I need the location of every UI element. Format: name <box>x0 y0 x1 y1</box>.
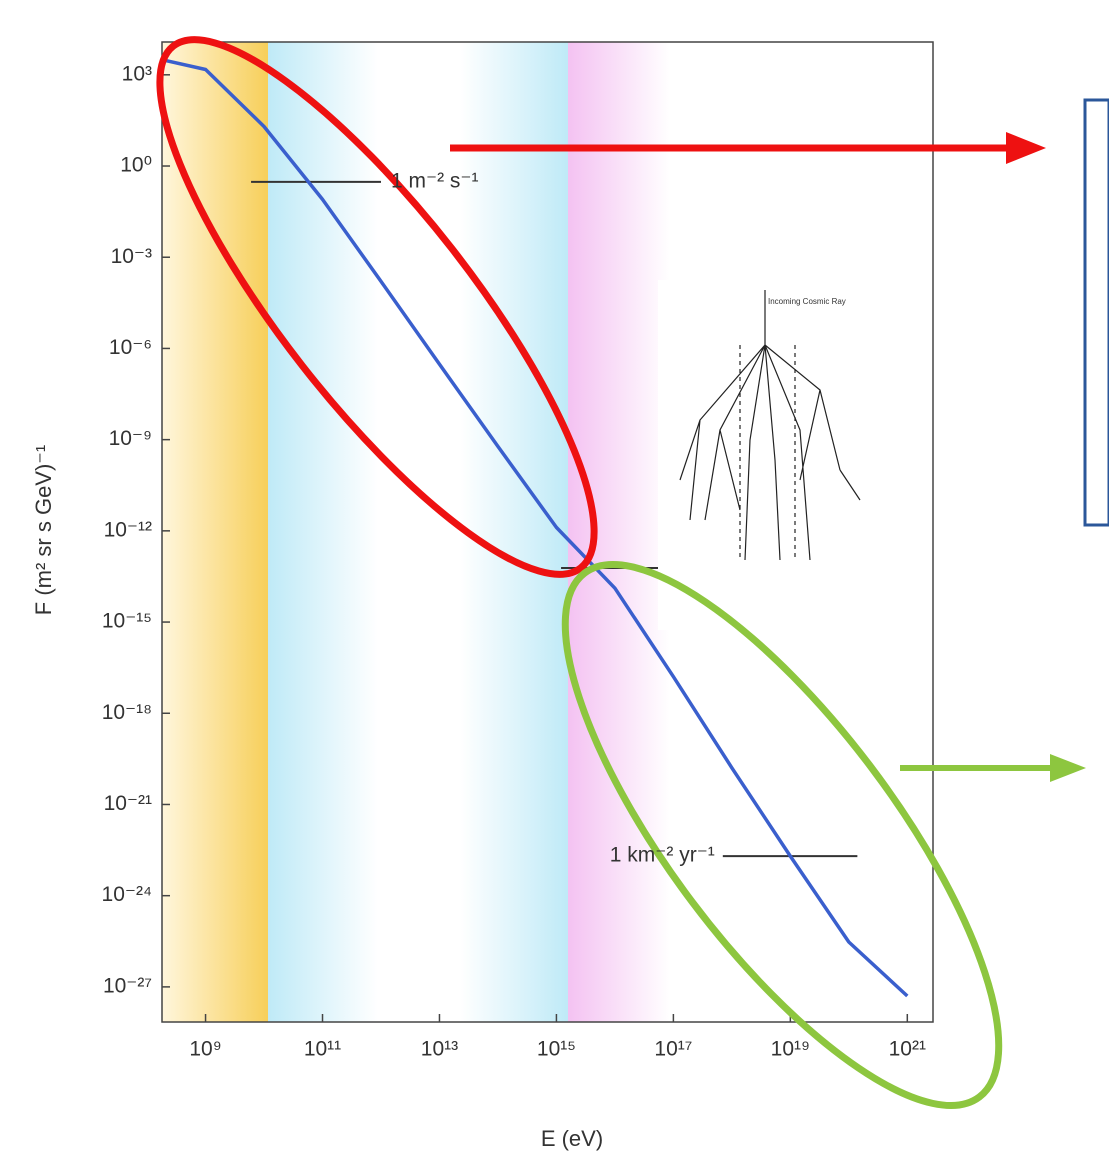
side-panel <box>1083 98 1109 527</box>
band <box>162 42 268 1022</box>
y-axis-label: F (m² sr s GeV)⁻¹ <box>31 445 56 615</box>
y-tick-label: 10⁻⁹ <box>109 427 152 450</box>
y-tick-label: 10⁻¹⁵ <box>102 610 152 633</box>
y-tick-label: 10⁻²⁷ <box>103 974 152 997</box>
x-tick-label: 10²¹ <box>889 1038 926 1061</box>
annotation: 1 m⁻² s⁻¹ <box>391 169 479 192</box>
y-tick-label: 10⁻¹² <box>104 518 152 541</box>
x-tick-label: 10⁹ <box>189 1038 221 1061</box>
x-tick-label: 10¹³ <box>421 1038 458 1061</box>
plot-frame <box>161 41 934 1023</box>
x-tick-label: 10¹⁷ <box>654 1038 692 1061</box>
band <box>460 42 568 1022</box>
highlight-ellipse <box>561 561 1003 1109</box>
band <box>268 42 378 1022</box>
y-tick-label: 10⁰ <box>120 154 152 177</box>
y-tick-label: 10³ <box>122 62 152 85</box>
data-line <box>164 58 909 998</box>
x-tick-label: 10¹⁵ <box>537 1038 576 1061</box>
arrow-head <box>1006 132 1046 164</box>
y-tick-label: 10⁻²¹ <box>104 792 152 815</box>
y-tick-label: 10⁻¹⁸ <box>102 701 152 724</box>
inset-diagram: Incoming Cosmic Ray <box>658 280 878 630</box>
y-tick-label: 10⁻³ <box>111 245 152 268</box>
y-tick-label: 10⁻²⁴ <box>102 883 152 906</box>
band <box>568 42 670 1022</box>
inset-title: Incoming Cosmic Ray <box>768 297 846 306</box>
x-axis-label: E (eV) <box>541 1126 603 1151</box>
x-tick-label: 10¹⁹ <box>771 1038 810 1061</box>
arrow-head <box>1050 754 1086 782</box>
x-tick-label: 10¹¹ <box>304 1038 341 1061</box>
highlight-ellipse <box>156 36 598 578</box>
y-tick-label: 10⁻⁶ <box>109 336 152 359</box>
annotation: 1 km⁻² yr⁻¹ <box>610 844 715 867</box>
